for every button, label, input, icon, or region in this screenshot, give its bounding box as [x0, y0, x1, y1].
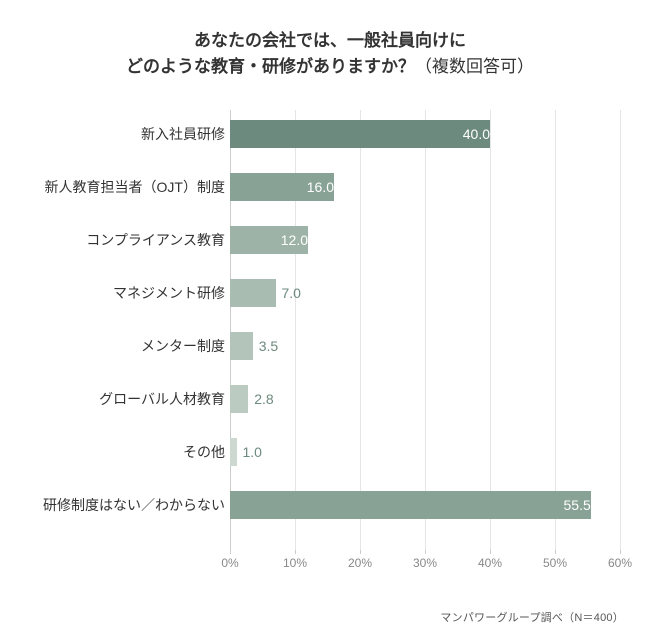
x-tick-label: 0%	[221, 556, 238, 570]
bar-value: 40.0	[230, 120, 490, 148]
category-label: 新人教育担当者（OJT）制度	[40, 173, 225, 201]
x-tick-label: 50%	[543, 556, 567, 570]
bar-row: 1.0	[230, 438, 620, 466]
bar-row: 3.5	[230, 332, 620, 360]
x-tick-mark	[555, 550, 556, 554]
source-note: マンパワーグループ調べ（N＝400）	[440, 609, 624, 625]
y-axis-labels: 新入社員研修新人教育担当者（OJT）制度コンプライアンス教育マネジメント研修メン…	[40, 110, 225, 550]
bar	[230, 385, 248, 413]
x-tick-mark	[360, 550, 361, 554]
x-tick-mark	[425, 550, 426, 554]
bar-row: 7.0	[230, 279, 620, 307]
category-label: 新入社員研修	[40, 120, 225, 148]
bar-value: 3.5	[259, 332, 278, 360]
category-label: マネジメント研修	[40, 279, 225, 307]
bar-row: 2.8	[230, 385, 620, 413]
bar	[230, 332, 253, 360]
title-line2-main: どのような教育・研修がありますか？	[126, 57, 415, 76]
bar	[230, 438, 237, 466]
x-axis: 0%10%20%30%40%50%60%	[230, 550, 620, 580]
title-line2-sub: （複数回答可）	[415, 57, 534, 76]
plot-area: 40.0 16.0 12.0 7.0 3.5 2.8 1.0 55.5	[230, 110, 620, 550]
title-line1: あなたの会社では、一般社員向けに	[0, 28, 660, 54]
category-label: 研修制度はない／わからない	[40, 491, 225, 519]
bar-value: 1.0	[243, 438, 262, 466]
bar-row: 16.0	[230, 173, 620, 201]
bar-row: 12.0	[230, 226, 620, 254]
title-line2: どのような教育・研修がありますか？（複数回答可）	[0, 54, 660, 80]
category-label: メンター制度	[40, 332, 225, 360]
bar-value: 55.5	[230, 491, 591, 519]
x-tick-label: 60%	[608, 556, 632, 570]
bar	[230, 279, 276, 307]
bar-value: 12.0	[230, 226, 308, 254]
category-label: コンプライアンス教育	[40, 226, 225, 254]
x-tick-label: 30%	[413, 556, 437, 570]
gridline	[620, 110, 621, 550]
x-tick-label: 40%	[478, 556, 502, 570]
category-label: グローバル人材教育	[40, 385, 225, 413]
x-tick-mark	[490, 550, 491, 554]
bar-value: 2.8	[254, 385, 273, 413]
bar-value: 7.0	[282, 279, 301, 307]
x-tick-mark	[295, 550, 296, 554]
x-tick-mark	[230, 550, 231, 554]
bar-row: 40.0	[230, 120, 620, 148]
bar-value: 16.0	[230, 173, 334, 201]
chart-title: あなたの会社では、一般社員向けに どのような教育・研修がありますか？（複数回答可…	[0, 0, 660, 79]
x-tick-label: 10%	[283, 556, 307, 570]
chart: 新入社員研修新人教育担当者（OJT）制度コンプライアンス教育マネジメント研修メン…	[40, 110, 630, 580]
x-tick-label: 20%	[348, 556, 372, 570]
bar-row: 55.5	[230, 491, 620, 519]
x-tick-mark	[620, 550, 621, 554]
category-label: その他	[40, 438, 225, 466]
